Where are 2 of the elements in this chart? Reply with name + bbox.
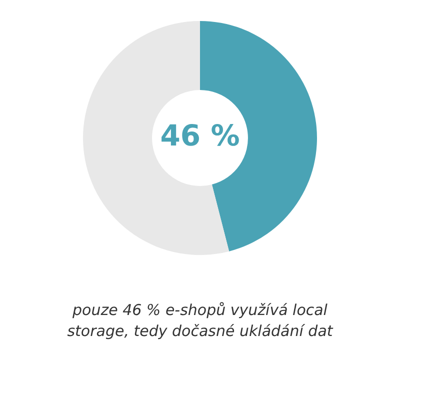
data-label: 46 %	[160, 118, 240, 153]
text: pouze 46 % e-shopů využívá local storage, tedy dočasné ukládání dat	[66, 300, 334, 342]
